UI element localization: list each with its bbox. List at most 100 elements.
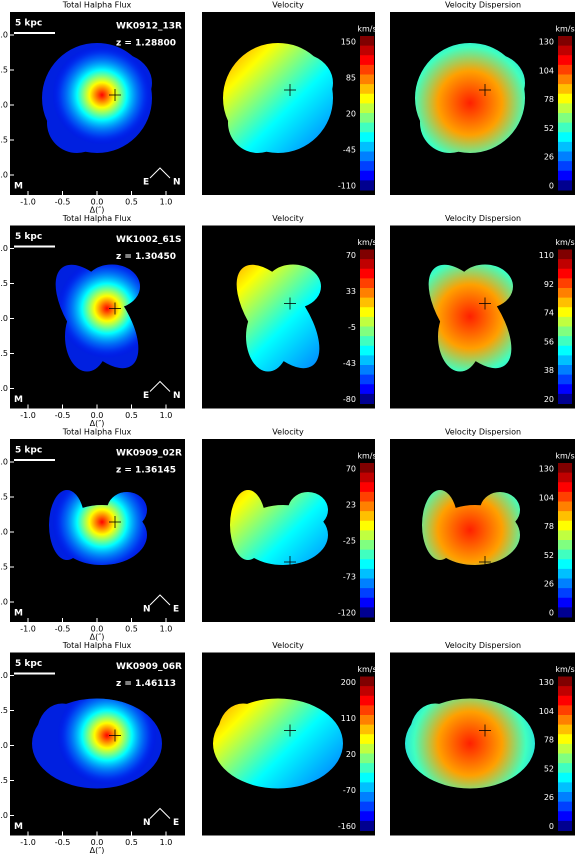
colorbar-step — [558, 393, 572, 404]
colorbar-step — [360, 307, 374, 318]
colorbar-label: -45 — [343, 146, 356, 155]
colorbar-step — [558, 84, 572, 95]
y-tick-label: -0.5 — [0, 349, 8, 358]
flux-core — [57, 258, 155, 359]
panel-title: Total Halpha Flux — [62, 641, 132, 650]
colorbar-step — [360, 345, 374, 356]
scale-label: 5 kpc — [15, 446, 42, 456]
colorbar-label: 150 — [341, 38, 356, 47]
colorbar-step — [558, 103, 572, 114]
colorbar-step — [360, 103, 374, 114]
colorbar-label: 26 — [544, 580, 554, 589]
x-axis-label: Δ(″) — [90, 206, 105, 215]
colorbar-step — [558, 676, 572, 687]
colorbar-step — [360, 491, 374, 502]
colorbar-unit: km/s — [555, 665, 574, 674]
colorbar-label: -70 — [343, 786, 356, 795]
colorbar-label: 74 — [544, 309, 554, 318]
colorbar-step — [360, 734, 374, 745]
x-tick-label: 0.5 — [125, 411, 138, 420]
colorbar-label: 0 — [549, 822, 554, 831]
colorbar-step — [558, 753, 572, 764]
colorbar-label: 130 — [539, 465, 554, 474]
colorbar-step — [558, 801, 572, 812]
colorbar-step — [360, 45, 374, 56]
colorbar-step — [558, 772, 572, 783]
y-tick-label: 1.0 — [0, 458, 8, 467]
colorbar-step — [360, 501, 374, 512]
compass-label: E — [173, 818, 179, 828]
colorbar-step — [360, 578, 374, 589]
colorbar-step — [360, 782, 374, 793]
colorbar-step — [558, 355, 572, 366]
x-tick-label: -1.0 — [20, 411, 36, 420]
colorbar-label: 52 — [544, 124, 554, 133]
colorbar-label: 78 — [544, 95, 554, 104]
colorbar-step — [360, 695, 374, 706]
scale-label: 5 kpc — [15, 659, 42, 669]
x-tick-label: 1.0 — [160, 625, 173, 634]
colorbar-unit: km/s — [555, 238, 574, 247]
colorbar-step — [360, 84, 374, 95]
x-axis-label: Δ(″) — [90, 633, 105, 642]
compass — [149, 167, 171, 179]
colorbar-step — [360, 801, 374, 812]
colorbar-step — [558, 501, 572, 512]
x-tick-label: 0.5 — [125, 198, 138, 207]
colorbar-step — [558, 45, 572, 56]
x-tick-label: 1.0 — [160, 411, 173, 420]
colorbar-step — [360, 249, 374, 260]
colorbar-label: -80 — [343, 395, 356, 404]
y-tick-label: 0.5 — [0, 66, 8, 75]
colorbar-step — [558, 161, 572, 172]
compass-label: N — [173, 391, 181, 401]
map — [223, 43, 333, 153]
compass-label: E — [143, 178, 149, 188]
colorbar-step — [360, 597, 374, 608]
colorbar-step — [558, 763, 572, 774]
colorbar-label: -25 — [343, 537, 356, 546]
compass-label: N — [173, 178, 181, 188]
x-tick-label: 0.0 — [91, 838, 104, 847]
colorbar-step — [360, 326, 374, 337]
colorbar-step — [360, 472, 374, 483]
colorbar-step — [360, 113, 374, 124]
colorbar-label: 104 — [539, 707, 554, 716]
panel-title: Total Halpha Flux — [62, 214, 132, 223]
colorbar-step — [360, 686, 374, 697]
colorbar-label: 52 — [544, 764, 554, 773]
colorbar-unit: km/s — [357, 25, 376, 34]
y-tick-label: 0.5 — [0, 279, 8, 288]
colorbar-label: 78 — [544, 522, 554, 531]
colorbar-step — [558, 249, 572, 260]
colorbar-step — [558, 64, 572, 75]
x-tick-label: 0.5 — [125, 625, 138, 634]
colorbar-step — [558, 374, 572, 385]
colorbar-step — [558, 316, 572, 327]
scale-label: 5 kpc — [15, 19, 42, 29]
colorbar-label: 92 — [544, 280, 554, 289]
colorbar-step — [558, 180, 572, 191]
y-tick-label: 0.5 — [0, 493, 8, 502]
scale-label: 5 kpc — [15, 232, 42, 242]
colorbar-step — [558, 686, 572, 697]
colorbar-step — [360, 170, 374, 181]
colorbar-step — [558, 307, 572, 318]
compass — [149, 594, 171, 606]
colorbar-step — [360, 743, 374, 754]
compass-label: E — [143, 391, 149, 401]
compass — [149, 380, 171, 392]
panel-title: Velocity Dispersion — [445, 641, 521, 650]
colorbar-step — [360, 336, 374, 347]
colorbar-step — [360, 753, 374, 764]
colorbar-step — [558, 607, 572, 618]
colorbar-step — [558, 540, 572, 551]
corner-label: M — [14, 609, 23, 619]
colorbar-step — [360, 530, 374, 541]
panel-title: Total Halpha Flux — [62, 428, 132, 437]
colorbar-label: 85 — [346, 74, 356, 83]
colorbar-step — [360, 161, 374, 172]
colorbar-step — [558, 578, 572, 589]
colorbar-step — [360, 540, 374, 551]
colorbar-label: -120 — [338, 609, 356, 618]
